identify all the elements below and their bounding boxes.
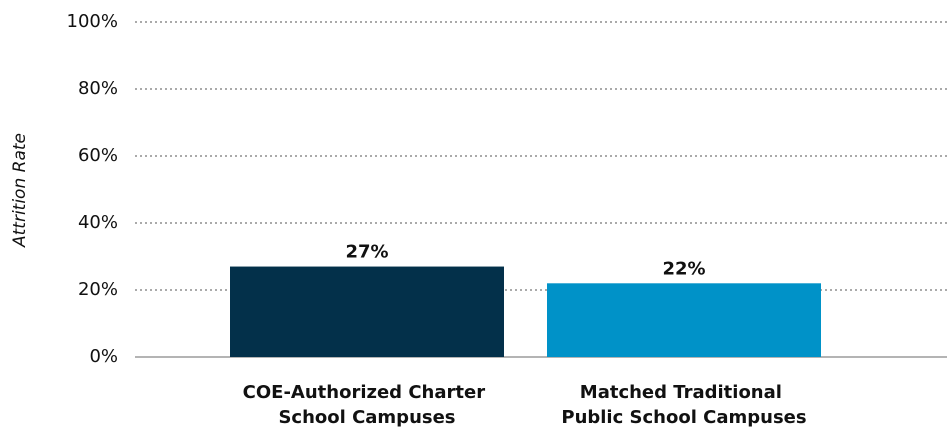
x-tick-label: COE-Authorized Charter School Campuses [243, 382, 492, 428]
y-tick-label: 60% [78, 145, 118, 166]
y-tick-label: 100% [67, 11, 118, 32]
y-tick-label: 0% [89, 346, 118, 367]
bar [230, 266, 504, 357]
x-tick-label: Matched Traditional Public School Campus… [561, 382, 806, 428]
data-label: 27% [345, 242, 388, 263]
bar [547, 283, 821, 357]
data-label: 22% [662, 258, 705, 279]
y-tick-label: 20% [78, 279, 118, 300]
y-axis-title: Attrition Rate [10, 133, 30, 248]
y-tick-label: 40% [78, 212, 118, 233]
y-tick-label: 80% [78, 78, 118, 99]
